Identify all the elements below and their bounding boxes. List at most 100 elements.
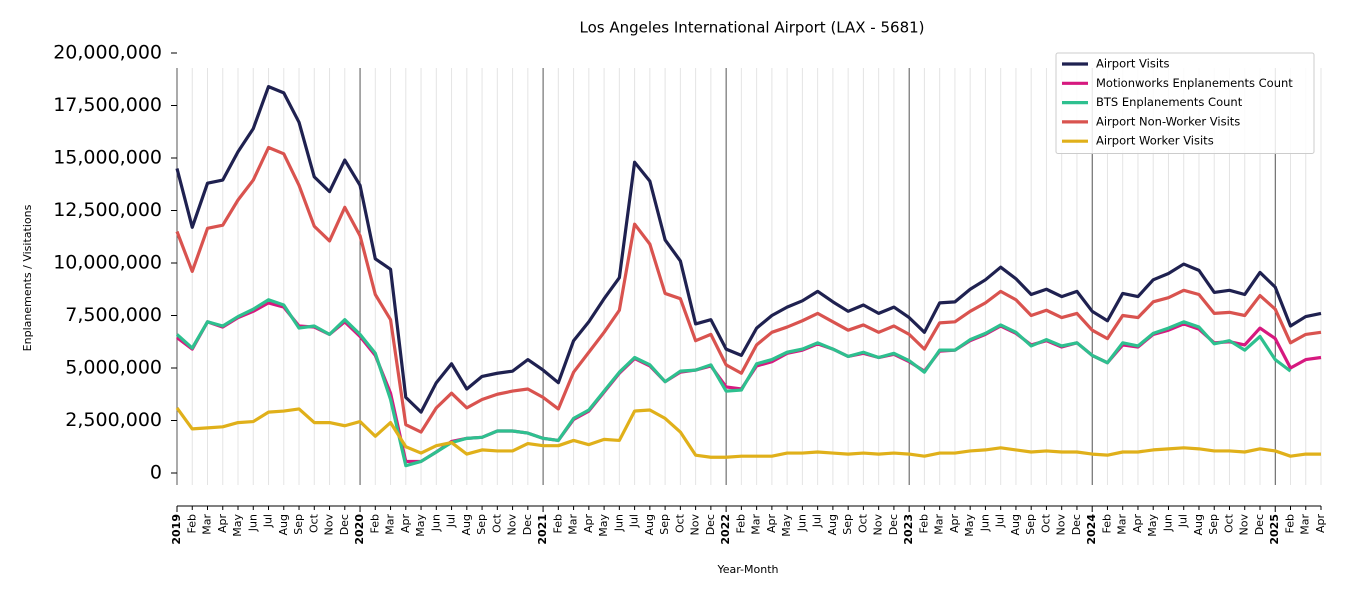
y-tick-label: 7,500,000 xyxy=(65,304,162,326)
legend-label: BTS Enplanements Count xyxy=(1096,95,1243,109)
x-tick-label: May xyxy=(414,514,427,537)
series-line xyxy=(175,406,1321,459)
x-tick-label: Nov xyxy=(689,514,702,536)
x-tick-label: Feb xyxy=(551,514,564,533)
x-tick-label: May xyxy=(1146,514,1159,537)
x-tick-label: Nov xyxy=(872,514,885,536)
x-tick-label: Apr xyxy=(1314,514,1327,534)
x-tick-label: Dec xyxy=(1253,514,1266,535)
x-tick-label: Jul xyxy=(445,514,458,528)
y-tick-label: 15,000,000 xyxy=(53,147,162,169)
x-tick-label: Apr xyxy=(948,514,961,534)
x-tick-label: Feb xyxy=(1283,514,1296,533)
series-line xyxy=(176,301,1322,464)
x-tick-label: 2024 xyxy=(1085,514,1098,545)
x-tick-label: Feb xyxy=(185,514,198,533)
x-tick-label: 2021 xyxy=(536,514,549,545)
series-line xyxy=(175,85,1322,414)
x-tick-label: Jul xyxy=(628,514,641,528)
x-tick-label: Feb xyxy=(1100,514,1113,533)
x-tick-label: Sep xyxy=(658,514,671,535)
x-tick-label: Aug xyxy=(643,514,656,535)
legend-label: Airport Worker Visits xyxy=(1096,134,1214,148)
x-tick-label: Jun xyxy=(795,514,808,532)
x-tick-label: Mar xyxy=(1299,514,1312,535)
x-tick-label: Apr xyxy=(1131,514,1144,534)
x-tick-label: Mar xyxy=(1116,514,1129,535)
x-tick-label: Jun xyxy=(246,514,259,532)
y-tick-label: 12,500,000 xyxy=(53,199,162,221)
x-tick-label: Sep xyxy=(292,514,305,535)
x-tick-label: Sep xyxy=(1024,514,1037,535)
y-tick-label: 20,000,000 xyxy=(53,42,162,64)
x-tick-label: 2025 xyxy=(1268,514,1281,545)
x-tick-label: Oct xyxy=(1039,513,1052,533)
x-tick-label: Dec xyxy=(887,514,900,535)
x-tick-label: May xyxy=(597,514,610,537)
x-tick-label: Sep xyxy=(475,514,488,535)
x-tick-label: Apr xyxy=(399,514,412,534)
series-line xyxy=(175,298,1292,468)
x-tick-label: Dec xyxy=(1070,514,1083,535)
x-tick-label: May xyxy=(780,514,793,537)
x-tick-label: Oct xyxy=(856,513,869,533)
chart-title: Los Angeles International Airport (LAX -… xyxy=(579,19,924,37)
x-tick-label: 2020 xyxy=(353,514,366,545)
legend-box xyxy=(1055,52,1315,154)
y-tick-label: 17,500,000 xyxy=(53,94,162,116)
x-tick-label: 2022 xyxy=(719,514,732,545)
x-tick-label: Mar xyxy=(201,514,214,535)
x-tick-label: Aug xyxy=(460,514,473,535)
legend-label: Motionworks Enplanements Count xyxy=(1096,76,1293,90)
x-tick-label: Dec xyxy=(338,514,351,535)
x-tick-label: Oct xyxy=(1222,513,1235,533)
x-tick-label: 2023 xyxy=(902,514,915,545)
x-tick-label: Nov xyxy=(1238,514,1251,536)
x-tick-label: 2019 xyxy=(170,514,183,545)
x-tick-label: Mar xyxy=(933,514,946,535)
y-tick-label: 5,000,000 xyxy=(65,357,162,379)
x-tick-label: Sep xyxy=(841,514,854,535)
x-tick-label: Dec xyxy=(704,514,717,535)
legend-label: Airport Non-Worker Visits xyxy=(1096,114,1240,128)
x-tick-label: Feb xyxy=(917,514,930,533)
y-axis-label: Enplanements / Visitations xyxy=(21,204,34,351)
x-tick-label: Jul xyxy=(1177,514,1190,528)
x-tick-label: Dec xyxy=(521,514,534,535)
x-tick-label: Aug xyxy=(1009,514,1022,535)
x-tick-label: May xyxy=(231,514,244,537)
x-tick-label: Jul xyxy=(262,514,275,528)
x-tick-label: Mar xyxy=(750,514,763,535)
x-tick-label: Apr xyxy=(765,514,778,534)
x-tick-label: Oct xyxy=(490,513,503,533)
x-tick-label: Sep xyxy=(1207,514,1220,535)
x-tick-label: Aug xyxy=(277,514,290,535)
x-tick-label: Mar xyxy=(384,514,397,535)
x-tick-label: Jun xyxy=(978,514,991,532)
x-tick-label: Apr xyxy=(582,514,595,534)
x-tick-label: Apr xyxy=(216,514,229,534)
x-tick-label: Aug xyxy=(1192,514,1205,535)
y-tick-label: 0 xyxy=(150,462,162,484)
x-tick-label: Nov xyxy=(506,514,519,536)
x-tick-label: Oct xyxy=(307,513,320,533)
x-tick-label: Oct xyxy=(673,513,686,533)
x-tick-label: Jul xyxy=(811,514,824,528)
x-tick-label: Aug xyxy=(826,514,839,535)
x-tick-label: Jul xyxy=(994,514,1007,528)
x-tick-label: Mar xyxy=(567,514,580,535)
x-tick-label: Jun xyxy=(429,514,442,532)
x-tick-label: Jun xyxy=(612,514,625,532)
legend-label: Airport Visits xyxy=(1096,57,1170,71)
x-tick-label: Feb xyxy=(368,514,381,533)
y-tick-label: 10,000,000 xyxy=(53,252,162,274)
x-tick-label: Nov xyxy=(323,514,336,536)
x-axis-label: Year-Month xyxy=(716,563,778,576)
x-tick-label: Nov xyxy=(1055,514,1068,536)
y-tick-label: 2,500,000 xyxy=(65,409,162,431)
series-line xyxy=(175,145,1322,434)
x-tick-label: Feb xyxy=(734,514,747,533)
x-tick-label: Jun xyxy=(1161,514,1174,532)
x-tick-label: May xyxy=(963,514,976,537)
